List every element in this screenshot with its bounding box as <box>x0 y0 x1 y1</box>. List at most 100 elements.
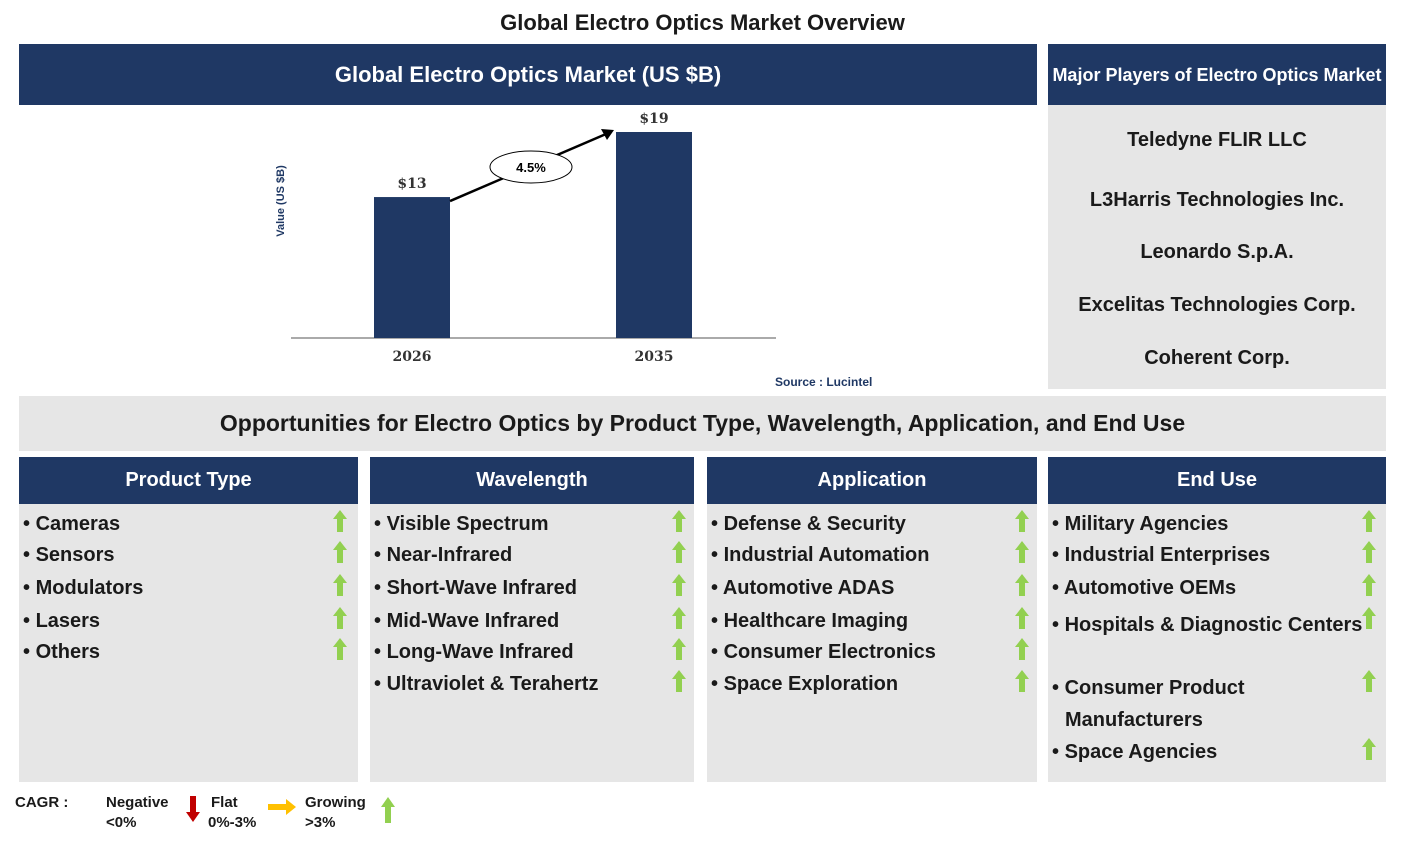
segment-item: • Modulators <box>23 576 335 600</box>
player-item: L3Harris Technologies Inc. <box>1089 189 1345 211</box>
segment-item-label: Space Agencies <box>1064 741 1218 763</box>
growth-up-arrow-icon <box>1362 607 1376 629</box>
growth-up-arrow-icon <box>333 638 347 660</box>
segment-item: • Ultraviolet & Terahertz <box>374 672 671 696</box>
segment-item-label: Short-Wave Infrared <box>386 577 577 599</box>
segment-item: • Hospitals & Diagnostic Centers <box>1052 609 1363 641</box>
bullet-icon: • <box>711 544 724 566</box>
growth-up-arrow-icon <box>1015 670 1029 692</box>
growth-up-arrow-icon <box>672 607 686 629</box>
segment-item-label: Healthcare Imaging <box>723 610 909 632</box>
bullet-icon: • <box>1052 677 1065 699</box>
segment-item-label: Consumer Product Manufacturers <box>1064 677 1245 731</box>
legend-growing-label: Growing <box>305 794 366 811</box>
growth-arrowhead-icon <box>601 129 614 140</box>
growth-up-arrow-icon <box>1015 510 1029 532</box>
bullet-icon: • <box>374 577 387 599</box>
column-header: Product Type <box>19 457 358 504</box>
growth-up-arrow-icon <box>333 574 347 596</box>
segment-item-label: Visible Spectrum <box>386 513 549 535</box>
segment-item-label: Automotive OEMs <box>1063 577 1237 599</box>
segment-item: • Industrial Automation <box>711 543 1014 567</box>
growth-up-arrow-icon <box>1015 574 1029 596</box>
column-header: Application <box>707 457 1037 504</box>
growth-up-arrow-icon <box>1015 541 1029 563</box>
column-body <box>1048 504 1386 782</box>
players-header: Major Players of Electro Optics Market <box>1048 44 1386 105</box>
down-arrow-icon <box>186 796 200 822</box>
growth-up-arrow-icon <box>1015 607 1029 629</box>
bullet-icon: • <box>374 513 387 535</box>
growth-up-arrow-icon <box>333 541 347 563</box>
player-item: Teledyne FLIR LLC <box>1127 129 1307 151</box>
growth-up-arrow-icon <box>333 607 347 629</box>
segment-item-label: Lasers <box>35 610 101 632</box>
segment-item: • Visible Spectrum <box>374 512 671 536</box>
growth-up-arrow-icon <box>1362 541 1376 563</box>
growth-up-arrow-icon <box>1362 670 1376 692</box>
y-axis-label: Value (US $B) <box>275 165 287 237</box>
market-bar-chart: Value (US $B) $13 2026 $19 2035 4.5% <box>275 111 776 365</box>
segment-item: • Healthcare Imaging <box>711 609 1014 633</box>
legend-flat-range: 0%-3% <box>208 814 257 831</box>
bullet-icon: • <box>711 610 724 632</box>
segment-item-label: Cameras <box>35 513 121 535</box>
segment-item: • Industrial Enterprises <box>1052 543 1363 567</box>
segment-item: • Space Agencies <box>1052 740 1363 764</box>
right-arrow-icon <box>268 799 296 815</box>
bullet-icon: • <box>23 544 36 566</box>
segment-item-label: Modulators <box>35 577 144 599</box>
segment-item: • Sensors <box>23 543 335 567</box>
player-item: Excelitas Technologies Corp. <box>1078 294 1356 316</box>
x-tick-label: 2026 <box>393 349 432 365</box>
segment-item-label: Consumer Electronics <box>723 641 936 663</box>
segment-item-label: Defense & Security <box>723 513 906 535</box>
growth-up-arrow-icon <box>1362 574 1376 596</box>
bullet-icon: • <box>374 544 387 566</box>
growth-up-arrow-icon <box>672 670 686 692</box>
column-header: End Use <box>1048 457 1386 504</box>
segment-item-label: Near-Infrared <box>386 544 513 566</box>
bar-2035 <box>616 132 692 338</box>
bullet-icon: • <box>374 610 387 632</box>
bullet-icon: • <box>374 641 387 663</box>
segment-item-label: Ultraviolet & Terahertz <box>386 673 599 695</box>
legend-negative-label: Negative <box>106 794 169 811</box>
segment-item: • Near-Infrared <box>374 543 671 567</box>
opportunities-title: Opportunities for Electro Optics by Prod… <box>19 396 1386 451</box>
page-title: Global Electro Optics Market Overview <box>500 10 905 35</box>
growth-up-arrow-icon <box>672 541 686 563</box>
bar-value-label: $13 <box>397 176 426 192</box>
growth-up-arrow-icon <box>672 574 686 596</box>
legend-growing-range: >3% <box>305 814 336 831</box>
bullet-icon: • <box>711 641 724 663</box>
segment-item: • Consumer Electronics <box>711 640 1014 664</box>
bullet-icon: • <box>1052 577 1064 599</box>
segment-item: • Military Agencies <box>1052 512 1363 536</box>
segment-item-label: Military Agencies <box>1064 513 1229 535</box>
up-arrow-icon <box>381 797 395 823</box>
bullet-icon: • <box>23 513 36 535</box>
column-body <box>370 504 694 782</box>
growth-up-arrow-icon <box>333 510 347 532</box>
bar-2026 <box>374 197 450 338</box>
source-note: Source : Lucintel <box>775 375 873 389</box>
segment-item: • Space Exploration <box>711 672 1014 696</box>
segment-item: • Automotive OEMs <box>1052 576 1363 600</box>
segment-item-label: Industrial Automation <box>723 544 930 566</box>
segment-item-label: Others <box>35 641 101 663</box>
segment-item-label: Long-Wave Infrared <box>386 641 574 663</box>
legend-negative-range: <0% <box>106 814 137 831</box>
player-item: Coherent Corp. <box>1144 347 1290 369</box>
segment-item: • Others <box>23 640 335 664</box>
bullet-icon: • <box>711 673 724 695</box>
segment-item-label: Mid-Wave Infrared <box>386 610 560 632</box>
segment-item: • Cameras <box>23 512 335 536</box>
bullet-icon: • <box>374 673 387 695</box>
legend-flat-label: Flat <box>211 794 238 811</box>
cagr-ellipse <box>489 150 573 184</box>
segment-item: • Defense & Security <box>711 512 1014 536</box>
growth-up-arrow-icon <box>1362 510 1376 532</box>
column-body <box>707 504 1037 782</box>
bullet-icon: • <box>23 610 36 632</box>
